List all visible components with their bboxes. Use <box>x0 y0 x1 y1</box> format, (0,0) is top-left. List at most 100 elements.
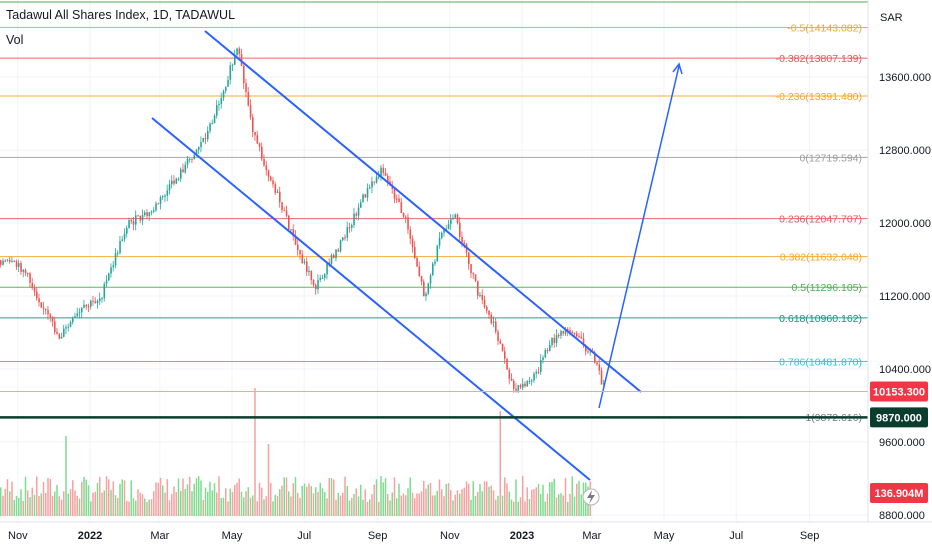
volume-bar <box>175 492 177 516</box>
candle-body <box>220 97 223 104</box>
volume-bar <box>94 491 96 516</box>
volume-bar <box>256 501 258 516</box>
time-tick-label: Nov <box>8 530 28 542</box>
candle-body <box>378 176 380 178</box>
volume-bar <box>387 493 389 516</box>
volume-bar <box>384 478 387 516</box>
volume-bar <box>558 494 560 516</box>
candle-body <box>402 212 405 217</box>
volume-bar <box>110 489 112 516</box>
candle-body <box>454 214 457 218</box>
volume-bar <box>96 482 99 516</box>
volume-bar <box>409 477 411 516</box>
time-tick-label: 2023 <box>510 530 534 542</box>
candle-body <box>24 269 27 274</box>
candle-body <box>303 261 306 264</box>
support-level-badge <box>870 407 928 428</box>
candle-body <box>13 260 16 262</box>
volume-bar <box>303 483 306 516</box>
candle-body <box>573 333 576 335</box>
candle-body <box>339 240 342 252</box>
volume-bar <box>501 495 504 516</box>
candle-body <box>47 309 49 315</box>
fib-level-label: 0.786(10481.870) <box>779 357 862 369</box>
candle-body <box>249 105 252 118</box>
volume-bar <box>342 492 344 516</box>
volume-bar <box>481 491 483 516</box>
candle-body <box>380 167 382 177</box>
candle-body <box>254 132 256 136</box>
volume-bar <box>292 483 294 516</box>
candle-body <box>4 260 7 262</box>
volume-bar <box>564 478 567 516</box>
volume-bar <box>535 487 537 516</box>
volume-bar <box>423 480 425 516</box>
candle-body <box>324 274 326 278</box>
volume-bar <box>477 491 479 516</box>
volume-bar <box>571 476 573 516</box>
candle-body <box>445 228 448 230</box>
volume-bar <box>337 493 339 516</box>
volume-bar <box>513 501 515 516</box>
volume-bar <box>297 492 299 516</box>
candle-body <box>22 269 25 272</box>
volume-bar <box>227 501 229 516</box>
candle-body <box>121 239 124 242</box>
candle-body <box>85 304 88 307</box>
volume-bar <box>254 388 256 516</box>
candle-body <box>589 351 592 353</box>
volume-bar <box>306 486 308 516</box>
volume-bar <box>355 488 357 516</box>
candle-body <box>243 65 245 84</box>
candle-body <box>126 227 128 234</box>
volume-bar <box>177 478 180 516</box>
candle-body <box>274 184 277 193</box>
volume-bar <box>580 494 582 516</box>
candle-body <box>267 170 270 177</box>
candle-body <box>216 105 218 116</box>
candle-body <box>310 270 313 280</box>
volume-bar <box>139 492 141 516</box>
volume-bar <box>123 480 126 516</box>
projection-arrow-head <box>672 62 683 75</box>
candle-body <box>92 300 94 302</box>
lightning-icon <box>587 490 595 504</box>
candle-body <box>270 176 272 181</box>
volume-bar <box>546 493 549 516</box>
candle-body <box>355 213 358 216</box>
candle-body <box>492 321 495 324</box>
volume-bar <box>567 501 569 516</box>
volume-bar <box>301 485 303 516</box>
volume-bar <box>47 477 49 516</box>
volume-bar <box>112 481 114 516</box>
candle-body <box>76 313 79 317</box>
volume-bar <box>407 488 409 516</box>
volume-bar <box>324 492 326 516</box>
candle-body <box>186 158 189 165</box>
fib-level-label: -0.5(14143.082) <box>787 22 862 34</box>
candle-body <box>596 362 598 365</box>
candle-body <box>281 202 283 211</box>
volume-bar <box>418 493 420 516</box>
candle-body <box>94 301 97 304</box>
volume-bar <box>69 489 72 516</box>
volume-bar <box>499 411 501 516</box>
candle-body <box>483 299 486 307</box>
time-axis-panel <box>0 522 932 550</box>
currency-label: SAR <box>880 12 903 24</box>
volume-bar <box>578 480 580 516</box>
time-tick-label: 2022 <box>78 530 102 542</box>
candle-body <box>542 357 544 360</box>
volume-bar <box>330 477 333 516</box>
candle-body <box>177 178 180 180</box>
candle-body <box>78 312 81 314</box>
candle-body <box>157 203 160 205</box>
candle-body <box>414 246 416 258</box>
volume-bar <box>11 481 13 516</box>
candle-body <box>288 215 290 230</box>
candle-body <box>315 284 317 290</box>
candle-body <box>562 331 565 334</box>
volume-bar <box>258 482 261 516</box>
